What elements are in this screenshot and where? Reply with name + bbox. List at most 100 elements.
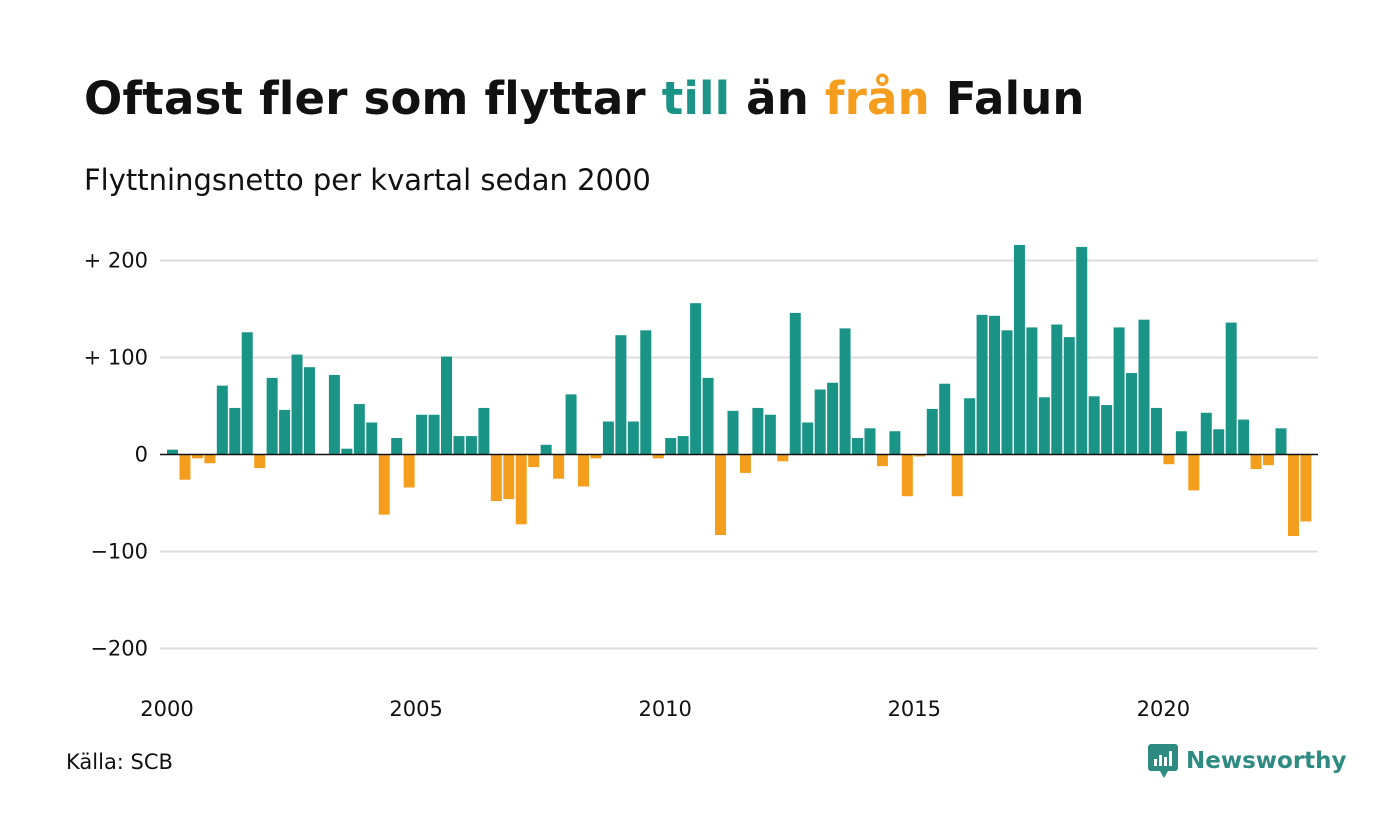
bar [802, 422, 814, 455]
bar [864, 428, 876, 455]
bar [964, 398, 976, 455]
bar [926, 408, 938, 455]
y-tick-label: 0 [135, 443, 148, 467]
bar [1138, 319, 1150, 455]
x-tick-label: 2020 [1137, 697, 1190, 721]
bar [503, 454, 515, 500]
bar [1051, 324, 1063, 455]
bar [204, 454, 216, 464]
bar [191, 454, 203, 459]
bar [1225, 322, 1237, 455]
bar [1013, 244, 1025, 455]
bar [1175, 431, 1187, 455]
bar [1126, 373, 1138, 455]
bar [1063, 337, 1075, 455]
newsworthy-logo-icon [1148, 744, 1178, 778]
bar [727, 410, 739, 455]
bar [752, 407, 764, 455]
bar [1113, 327, 1125, 455]
x-tick-label: 2000 [140, 697, 193, 721]
bar [615, 335, 627, 455]
bar [715, 454, 727, 536]
bar [1001, 330, 1013, 455]
bar [179, 454, 191, 480]
brand-name: Newsworthy [1186, 748, 1347, 774]
bar [1250, 454, 1262, 470]
bar [341, 448, 353, 455]
bar [702, 377, 714, 455]
bar [366, 422, 378, 455]
title-fran-highlight: från [824, 72, 930, 125]
bar [441, 356, 453, 455]
source-note: Källa: SCB [66, 750, 173, 774]
gridlines [160, 259, 1318, 650]
bar [652, 454, 664, 459]
bar [590, 454, 602, 459]
bar [553, 454, 565, 479]
bar [1263, 454, 1275, 466]
bar [739, 454, 751, 473]
bar [1076, 246, 1088, 455]
brand-logo: Newsworthy [1148, 744, 1347, 778]
bar [416, 414, 428, 455]
bar [777, 454, 789, 462]
bar [1188, 454, 1200, 491]
bar [690, 303, 702, 455]
bar [167, 449, 178, 455]
bar [1200, 412, 1212, 455]
chart-title: Oftast fler som flyttar till än från Fal… [84, 72, 1085, 125]
bar [1287, 454, 1299, 536]
bar [1275, 428, 1287, 455]
x-tick-label: 2005 [389, 697, 442, 721]
y-axis-labels: + 200 + 100 0 −100 −200 [84, 249, 148, 661]
bar [839, 328, 851, 455]
bar [391, 438, 403, 455]
bar [515, 454, 527, 525]
bars [167, 244, 1312, 536]
bar [665, 438, 677, 455]
y-tick-label: −200 [90, 637, 148, 661]
bar [1101, 405, 1113, 455]
x-tick-label: 2010 [638, 697, 691, 721]
bar [1238, 419, 1250, 455]
bar [901, 454, 913, 497]
bar [353, 404, 365, 455]
title-part1: Oftast fler som flyttar [84, 72, 662, 125]
bar [279, 409, 291, 455]
bar [565, 394, 577, 455]
bar [304, 367, 315, 455]
bar [889, 431, 901, 455]
title-mid: än [730, 72, 825, 125]
bar [939, 383, 951, 455]
bar [540, 444, 552, 455]
bar [789, 312, 801, 455]
x-axis-labels: 2000 2005 2010 2015 2020 [140, 697, 1190, 721]
bar [578, 454, 590, 487]
bar [976, 314, 988, 455]
bar [428, 414, 440, 455]
bar [1026, 327, 1038, 455]
bar [764, 414, 776, 455]
bar [478, 407, 490, 455]
bar [602, 421, 614, 455]
bar [229, 407, 241, 455]
bar [627, 421, 639, 455]
bar [677, 436, 689, 455]
bar [490, 454, 502, 502]
bar [852, 438, 864, 455]
bar [1213, 429, 1225, 455]
bar [876, 454, 888, 467]
title-till-highlight: till [661, 72, 731, 125]
bar [241, 332, 253, 455]
bar [1150, 407, 1162, 455]
bar [266, 377, 278, 455]
bar [254, 454, 266, 469]
bar [453, 436, 465, 455]
bar [814, 389, 826, 455]
x-tick-label: 2015 [888, 697, 941, 721]
bar [378, 454, 390, 515]
bar [216, 385, 228, 455]
bar [403, 454, 415, 488]
bar [465, 436, 477, 455]
